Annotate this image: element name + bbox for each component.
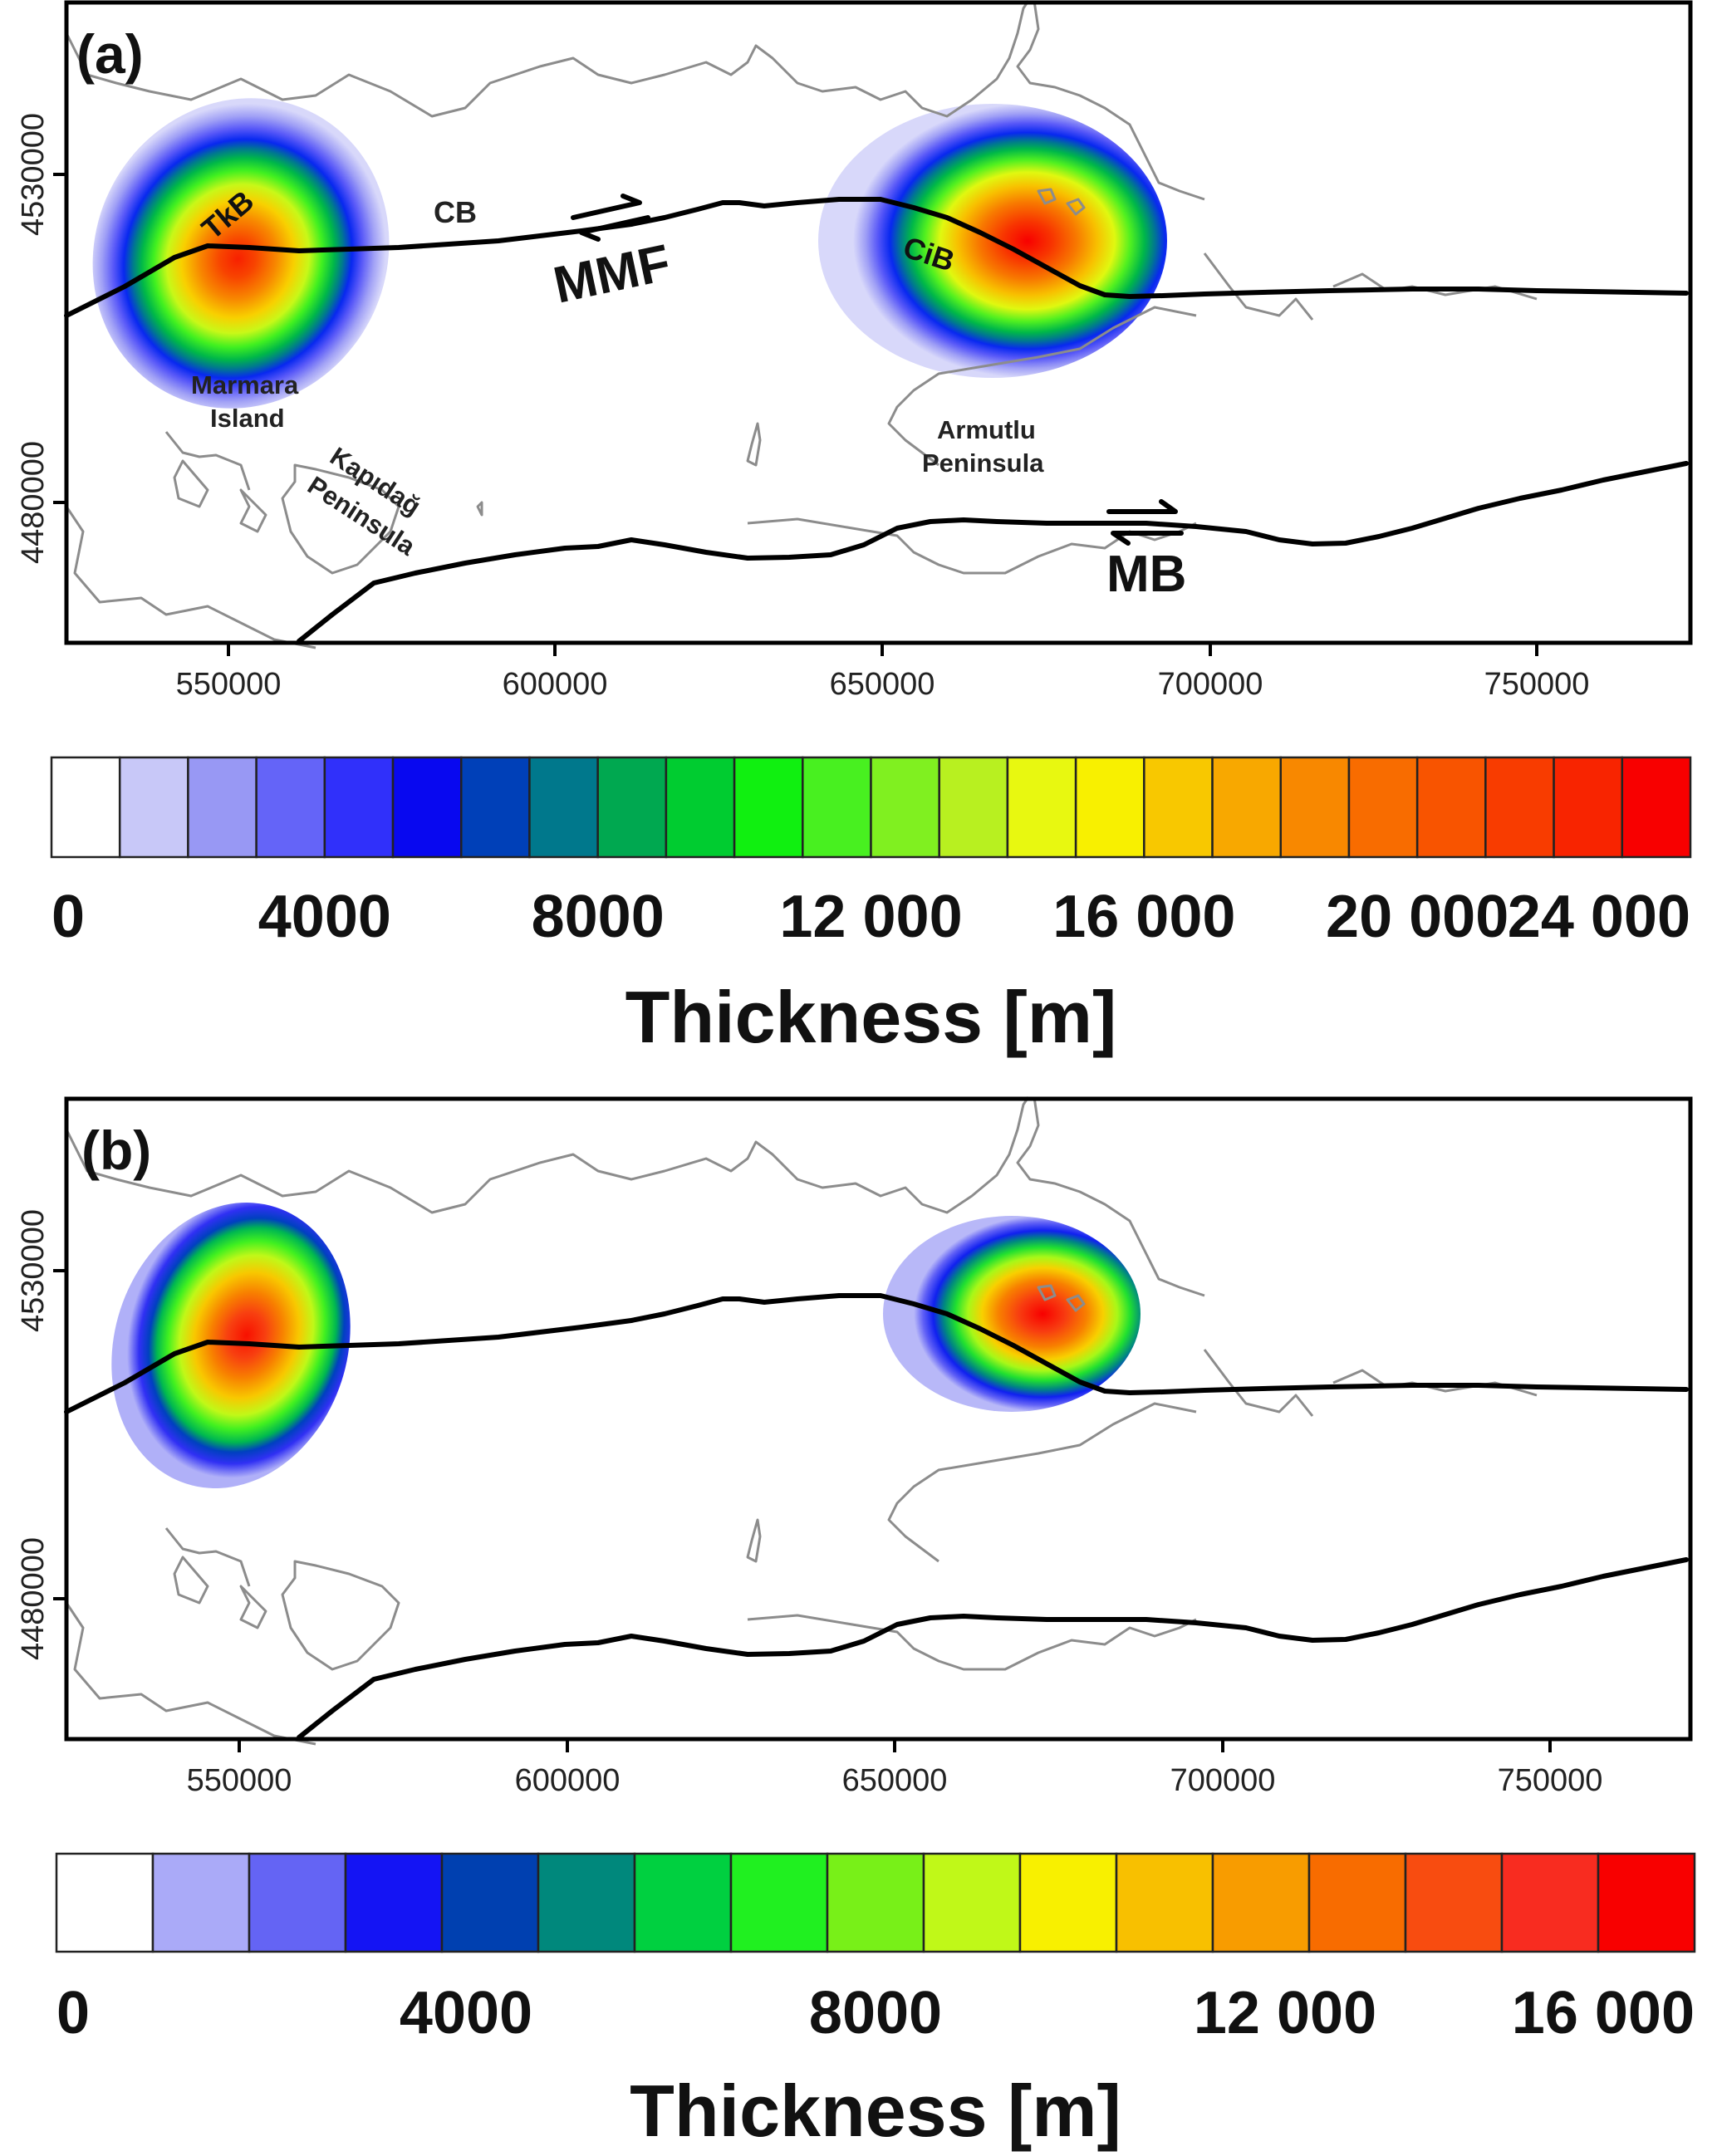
x-tick-label: 700000 (1158, 667, 1263, 702)
fault-label: CB (434, 195, 477, 229)
colorbar-title: Thickness [m] (625, 976, 1117, 1058)
panel-b: (b) 550000 600000 650000 700000 750000 453000… (16, 1096, 1696, 2152)
mb-fault-line (297, 1557, 1689, 1740)
x-tick-label: 650000 (830, 667, 935, 702)
colorbar-tick-label: 4000 (258, 884, 391, 950)
y-tick-label: 4530000 (16, 113, 51, 236)
colorbar-swatch (1347, 756, 1419, 859)
axes-a: 550000 600000 650000 700000 750000 4530000 448… (16, 113, 1589, 702)
coastlines (65, 0, 1538, 649)
colorbar-swatch (1143, 756, 1214, 859)
colorbar-tick-label: 0 (52, 884, 85, 950)
colorbar-swatch (733, 756, 804, 859)
colorbar-swatch (1553, 756, 1624, 859)
x-tick-label: 600000 (515, 1763, 621, 1798)
colorbar-tick-label: 16 000 (1512, 1980, 1695, 2046)
colorbar-swatch (1074, 756, 1145, 859)
mb-fault-line (297, 461, 1689, 644)
colorbar-swatch (870, 756, 940, 859)
colorbar-tick-label: 8000 (532, 884, 665, 950)
axes-b: 550000 600000 650000 700000 750000 4530000 448… (16, 1209, 1602, 1798)
colorbar-swatch (537, 1852, 636, 1953)
colorbar-swatch (1597, 1852, 1696, 1953)
x-tick-label: 550000 (187, 1763, 292, 1798)
fault-label: MB (1106, 546, 1186, 603)
colorbar-swatch (596, 756, 668, 859)
colorbar-swatch (1484, 756, 1555, 859)
colorbar-swatch (1018, 1852, 1118, 1953)
colorbar-swatch (391, 756, 463, 859)
colorbar-swatch (344, 1852, 444, 1953)
colorbar-swatch (255, 756, 326, 859)
colorbar-swatch (187, 756, 258, 859)
x-tick-label: 700000 (1170, 1763, 1276, 1798)
colorbar-swatch (1621, 756, 1692, 859)
colorbar-swatch (323, 756, 395, 859)
colorbar-swatch (1500, 1852, 1600, 1953)
colorbar-swatch (633, 1852, 733, 1953)
colorbar-swatch (528, 756, 599, 859)
map-frame-a (64, 0, 1693, 645)
mmf-fault-line (64, 197, 1689, 318)
colorbar-tick-label: 8000 (809, 1980, 942, 2046)
colorbar-swatch (50, 756, 121, 859)
place-name: Peninsula (922, 448, 1044, 478)
y-tick-label: 4530000 (16, 1209, 51, 1332)
tkb-depocenter (92, 98, 390, 409)
colorbar-swatch (1307, 1852, 1407, 1953)
colorbar-swatch (55, 1852, 155, 1953)
place-name: Armutlu (937, 415, 1036, 444)
colorbar-swatch (938, 756, 1009, 859)
mb-motion-arrows (1106, 499, 1184, 546)
panel-a: (a) Marmara Island Kapıdağ Peninsula Arm… (16, 0, 1693, 1058)
colorbar-b: 0 4000 8000 12 000 16 000 Thickness [m] (55, 1852, 1696, 2152)
x-tick-label: 750000 (1484, 667, 1590, 702)
colorbar-swatch (1211, 1852, 1311, 1953)
x-tick-label: 650000 (842, 1763, 948, 1798)
colorbar-swatch (118, 756, 189, 859)
map-frame-b (64, 1096, 1693, 1742)
colorbar-swatch (1211, 756, 1282, 859)
colorbar-swatch (151, 1852, 251, 1953)
colorbar-swatch (1415, 756, 1487, 859)
panel-label: (b) (81, 1120, 151, 1181)
colorbar-title: Thickness [m] (630, 2070, 1121, 2152)
cib-depocenter (883, 1216, 1141, 1412)
colorbar-swatch (1404, 1852, 1504, 1953)
colorbar-swatch (665, 756, 736, 859)
colorbar-swatch (802, 756, 872, 859)
colorbar-tick-label: 12 000 (779, 884, 962, 950)
mmf-motion-arrows (571, 194, 650, 242)
colorbar-tick-label: 16 000 (1052, 884, 1235, 950)
fault-label: MMF (549, 234, 675, 315)
y-tick-label: 4480000 (16, 1537, 51, 1660)
colorbar-swatch (1115, 1852, 1214, 1953)
colorbar-swatch (460, 756, 531, 859)
colorbar-swatch (1279, 756, 1351, 859)
mmf-fault-line (64, 1293, 1689, 1414)
colorbar-tick-label: 24 000 (1508, 884, 1690, 950)
colorbar-swatch (922, 1852, 1022, 1953)
colorbar-swatch (729, 1852, 829, 1953)
colorbar-swatch (826, 1852, 925, 1953)
colorbar-swatch (248, 1852, 347, 1953)
x-tick-label: 600000 (503, 667, 608, 702)
colorbar-tick-label: 0 (56, 1980, 90, 2046)
colorbar-swatch (440, 1852, 540, 1953)
coastlines (65, 1096, 1538, 1746)
place-name: Marmara (191, 370, 299, 399)
x-tick-label: 550000 (176, 667, 282, 702)
place-name: Island (210, 404, 285, 433)
y-tick-label: 4480000 (16, 441, 51, 564)
x-tick-label: 750000 (1498, 1763, 1603, 1798)
colorbar-tick-label: 4000 (400, 1980, 532, 2046)
colorbar-tick-label: 12 000 (1194, 1980, 1376, 2046)
colorbar-swatch (1006, 756, 1077, 859)
colorbar-tick-label: 20 000 (1326, 884, 1509, 950)
panel-label: (a) (76, 23, 144, 85)
